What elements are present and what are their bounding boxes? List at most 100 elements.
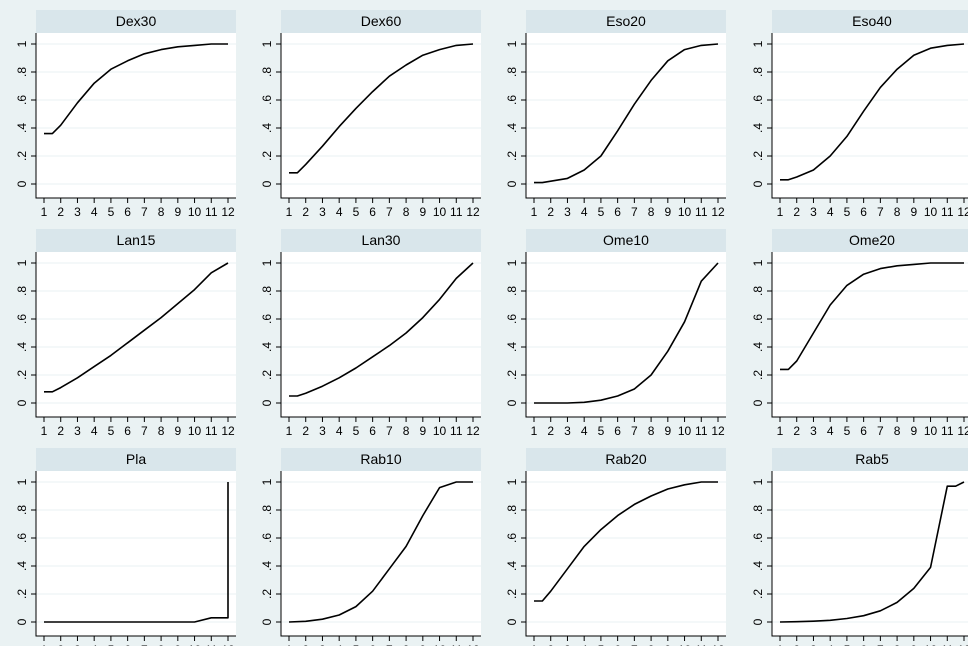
x-tick-label: 7 xyxy=(386,205,393,219)
x-tick-label: 2 xyxy=(302,205,309,219)
x-tick-label: 5 xyxy=(108,424,115,438)
plot-area xyxy=(36,252,236,417)
y-tick-label: .2 xyxy=(505,589,519,599)
x-tick-label: 9 xyxy=(174,205,181,219)
y-tick-label: .6 xyxy=(260,533,274,543)
y-tick-label: .8 xyxy=(751,67,765,77)
plot-area xyxy=(281,471,481,636)
y-tick-label: .4 xyxy=(505,561,519,571)
y-tick-label: .8 xyxy=(15,286,29,296)
x-tick-label: 6 xyxy=(614,424,621,438)
x-tick-label: 2 xyxy=(793,424,800,438)
x-tick-label: 4 xyxy=(827,424,834,438)
x-tick-label: 1 xyxy=(286,424,293,438)
plot-area xyxy=(281,252,481,417)
y-tick-label: .6 xyxy=(15,314,29,324)
x-tick-label: 11 xyxy=(450,643,463,646)
series-line-eso40 xyxy=(780,43,965,181)
y-tick-label: 0 xyxy=(15,180,29,187)
x-tick-label: 2 xyxy=(547,424,554,438)
x-tick-label: 1 xyxy=(41,205,48,219)
y-tick-label: .4 xyxy=(15,123,29,133)
panel-title: Dex30 xyxy=(116,13,157,29)
y-tick-label: .6 xyxy=(260,95,274,105)
x-tick-label: 4 xyxy=(91,205,98,219)
x-tick-label: 11 xyxy=(941,424,954,438)
y-tick-label: 0 xyxy=(505,180,519,187)
x-tick-label: 9 xyxy=(174,424,181,438)
x-tick-label: 10 xyxy=(924,643,938,646)
x-tick-label: 12 xyxy=(957,643,968,646)
x-tick-label: 3 xyxy=(810,205,817,219)
x-tick-label: 4 xyxy=(827,205,834,219)
series-line-rab5 xyxy=(779,481,965,623)
series-line-lan30 xyxy=(289,262,474,397)
y-tick-label: 0 xyxy=(260,399,274,406)
y-tick-label: 0 xyxy=(260,180,274,187)
x-tick-label: 1 xyxy=(531,643,538,646)
x-tick-label: 7 xyxy=(141,424,148,438)
panel-title: Rab5 xyxy=(855,451,889,467)
x-tick-label: 3 xyxy=(564,643,571,646)
panel-header xyxy=(772,10,968,33)
x-tick-label: 6 xyxy=(860,205,867,219)
y-tick-label: .4 xyxy=(505,123,519,133)
x-tick-label: 5 xyxy=(844,643,851,646)
x-tick-label: 3 xyxy=(810,424,817,438)
panel-title: Ome20 xyxy=(849,232,895,248)
x-tick-label: 10 xyxy=(433,424,447,438)
x-tick-label: 9 xyxy=(910,643,917,646)
y-tick-label: 1 xyxy=(505,40,519,47)
x-tick-label: 8 xyxy=(894,424,901,438)
x-tick-label: 11 xyxy=(205,205,218,219)
x-tick-label: 12 xyxy=(957,424,968,438)
x-tick-label: 12 xyxy=(221,424,235,438)
x-tick-label: 10 xyxy=(188,643,202,646)
y-tick-label: .2 xyxy=(505,370,519,380)
x-tick-label: 5 xyxy=(353,424,360,438)
x-tick-label: 4 xyxy=(91,643,98,646)
x-tick-label: 3 xyxy=(319,643,326,646)
x-tick-label: 12 xyxy=(466,643,480,646)
x-tick-label: 8 xyxy=(648,643,655,646)
x-tick-label: 5 xyxy=(598,643,605,646)
y-tick-label: .6 xyxy=(505,533,519,543)
series-line-ome10 xyxy=(534,262,719,404)
plot-area xyxy=(36,471,236,636)
panel-header xyxy=(772,448,968,471)
x-tick-label: 7 xyxy=(631,643,638,646)
plot-area xyxy=(772,33,968,198)
y-tick-label: 0 xyxy=(260,618,274,625)
y-tick-label: .6 xyxy=(751,533,765,543)
y-tick-label: .2 xyxy=(751,589,765,599)
x-tick-label: 1 xyxy=(41,643,48,646)
x-tick-label: 8 xyxy=(403,424,410,438)
x-tick-label: 2 xyxy=(793,643,800,646)
y-tick-label: .4 xyxy=(751,561,765,571)
x-tick-label: 7 xyxy=(877,643,884,646)
y-tick-label: 1 xyxy=(751,478,765,485)
x-tick-label: 9 xyxy=(910,424,917,438)
x-tick-label: 8 xyxy=(894,205,901,219)
x-tick-label: 12 xyxy=(711,643,725,646)
x-tick-label: 5 xyxy=(598,205,605,219)
x-tick-label: 12 xyxy=(221,205,235,219)
x-tick-label: 5 xyxy=(108,643,115,646)
panel-header xyxy=(281,229,481,252)
x-tick-label: 3 xyxy=(319,424,326,438)
series-line-rab10 xyxy=(288,481,473,623)
x-tick-label: 12 xyxy=(221,643,235,646)
panel-header xyxy=(526,10,726,33)
x-tick-label: 11 xyxy=(450,424,463,438)
plot-area xyxy=(281,33,481,198)
y-tick-label: .6 xyxy=(505,95,519,105)
y-tick-label: .8 xyxy=(15,67,29,77)
panel-header xyxy=(36,229,236,252)
series-line-pla xyxy=(44,482,229,623)
y-tick-label: .2 xyxy=(260,370,274,380)
x-tick-label: 6 xyxy=(369,424,376,438)
x-tick-label: 2 xyxy=(302,643,309,646)
